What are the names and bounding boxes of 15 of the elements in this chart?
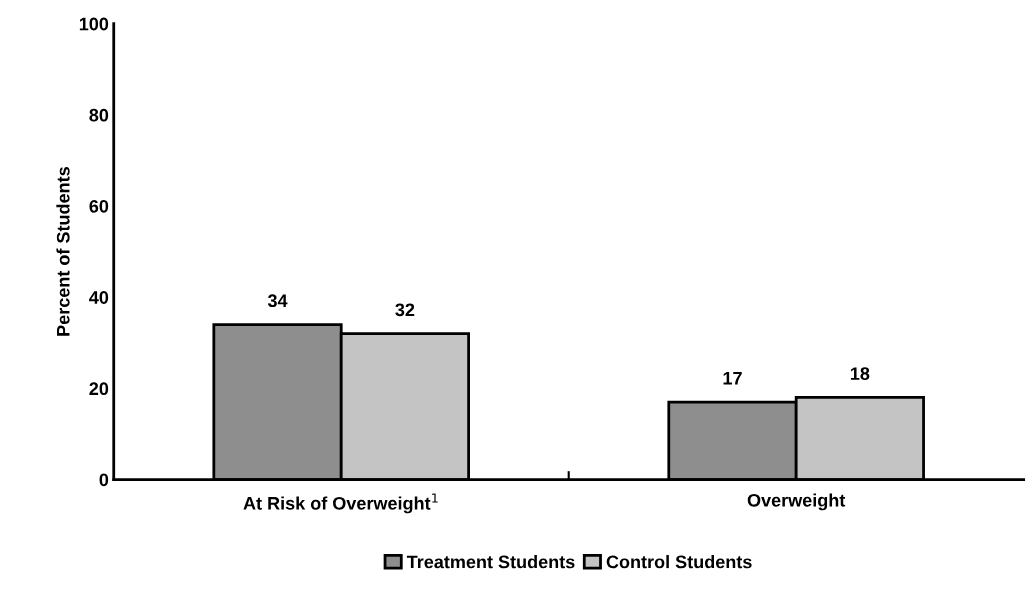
data-label: 18 bbox=[850, 367, 870, 381]
y-tick-label: 100 bbox=[79, 17, 109, 31]
data-label: 32 bbox=[395, 303, 415, 317]
y-tick-label: 0 bbox=[99, 473, 109, 487]
y-tick-label: 80 bbox=[89, 108, 109, 122]
y-tick-label: 60 bbox=[89, 199, 109, 213]
data-label: 34 bbox=[267, 294, 288, 308]
legend-label: Treatment Students bbox=[406, 555, 575, 569]
legend-label: Control Students bbox=[606, 555, 752, 569]
y-tick-label: 20 bbox=[89, 382, 109, 396]
x-tick-label: Overweight bbox=[747, 493, 846, 511]
x-tick-label: At Risk of Overweight$^{1}$ bbox=[243, 493, 438, 514]
y-axis-title: Percent of Students bbox=[56, 167, 70, 336]
y-tick-label: 40 bbox=[89, 291, 109, 304]
data-label: 17 bbox=[723, 371, 742, 385]
